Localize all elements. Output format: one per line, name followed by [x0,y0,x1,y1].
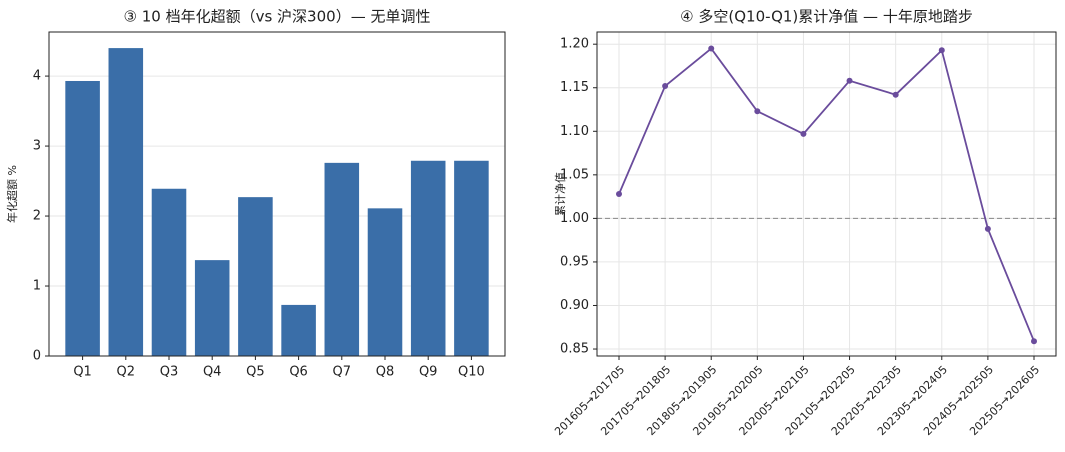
y-tick-label: 1.00 [560,211,589,226]
point [800,130,807,137]
point [754,108,761,115]
point [892,91,899,98]
x-tick-label: Q10 [458,365,485,380]
y-tick-label: 1 [33,279,41,294]
point [616,191,622,197]
bar [324,162,360,356]
y-tick-label: 4 [33,69,41,84]
bar [151,188,187,356]
chart-title: ④ 多空(Q10-Q1)累计净值 — 十年原地踏步 [680,8,973,26]
y-tick-label: 0.95 [560,254,589,269]
axes-frame [48,31,506,357]
x-tick-label: Q1 [73,365,92,380]
bar [410,160,446,356]
y-tick-label: 2 [33,209,41,224]
y-tick-label: 0 [33,349,41,364]
x-tick-label: Q9 [419,365,438,380]
y-tick-label: 1.15 [560,80,589,95]
point [938,47,945,54]
x-tick-label: Q3 [160,365,179,380]
x-tick-label: Q2 [117,365,136,380]
y-axis-label: 累计净值 [553,172,567,216]
y-tick-label: 1.10 [560,124,589,139]
bar [194,260,230,356]
bar [108,48,144,356]
point [846,77,853,84]
line [618,47,1035,342]
x-tick-label: Q6 [289,365,308,380]
x-tick-label: Q4 [203,365,222,380]
point [708,45,715,52]
y-tick-label: 1.05 [560,167,589,182]
bar [367,208,403,356]
chart-title: ③ 10 档年化超额（vs 沪深300）— 无单调性 [124,8,431,26]
point [984,225,991,232]
y-axis-label: 年化超额 % [5,165,19,223]
x-tick-label: Q7 [333,365,352,380]
y-tick-label: 0.85 [560,342,589,357]
bar [238,197,273,356]
bar [281,304,316,356]
y-tick-label: 0.90 [560,298,589,313]
x-tick-label: Q8 [376,365,395,380]
x-tick-label: Q5 [246,365,265,380]
point [662,83,669,89]
bar [65,80,100,357]
bar [454,160,489,356]
axes-frame [596,31,1057,357]
y-tick-label: 3 [33,139,41,154]
point [1031,338,1037,345]
y-tick-label: 1.20 [560,37,589,52]
